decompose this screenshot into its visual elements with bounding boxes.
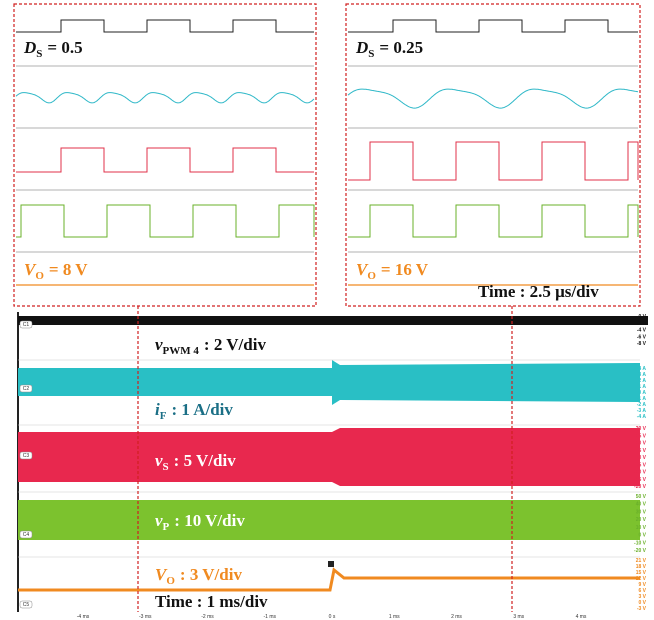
timebase-label: Time : 2.5 μs/div bbox=[478, 282, 599, 301]
label-value: : 10 V/div bbox=[174, 511, 245, 530]
time-tick-label: -4 ms bbox=[77, 614, 90, 620]
channel-scale-label: -20 V bbox=[634, 484, 647, 490]
vs-trace bbox=[348, 142, 638, 180]
background-layer bbox=[14, 4, 648, 612]
channel-scale-label: -4 V bbox=[637, 328, 647, 334]
vo-label: VO= 8 V bbox=[24, 260, 88, 282]
time-tick-label: 0 s bbox=[329, 614, 336, 620]
label-subscript: O bbox=[166, 575, 175, 587]
label-subscript: S bbox=[36, 48, 42, 60]
c3-band bbox=[18, 428, 640, 486]
label-value: : 3 V/div bbox=[180, 565, 243, 584]
label-subscript: O bbox=[367, 270, 376, 282]
label-subscript: PWM 4 bbox=[163, 345, 200, 357]
channel-scale-label: -10 V bbox=[634, 540, 647, 546]
channel-label: iF: 1 A/div bbox=[155, 400, 233, 422]
c1-band bbox=[18, 316, 648, 325]
label-subscript: S bbox=[368, 48, 374, 60]
channel-scale-label: 15 V bbox=[636, 433, 647, 439]
duty-label: DS = 0.5 bbox=[23, 38, 83, 60]
channel-scale-label: -6 V bbox=[637, 334, 647, 340]
channel-label: vPWM 4: 2 V/div bbox=[155, 335, 266, 357]
channel-scale-label: 0 V bbox=[638, 455, 646, 461]
vp-trace bbox=[348, 205, 638, 237]
channel-scale-label: -5 V bbox=[637, 462, 647, 468]
time-tick-label: 4 ms bbox=[576, 614, 587, 620]
vs-trace bbox=[16, 148, 314, 172]
time-tick-label: -1 ms bbox=[264, 614, 277, 620]
pwm-trace bbox=[348, 20, 638, 32]
label-symbol: D bbox=[23, 38, 36, 57]
current-trace bbox=[16, 93, 314, 103]
pwm-trace bbox=[16, 20, 314, 32]
channel-label: VO: 3 V/div bbox=[155, 565, 242, 587]
time-tick-label: 2 ms bbox=[451, 614, 462, 620]
channel-scale-label: 10 V bbox=[636, 441, 647, 447]
label-value: = 0.25 bbox=[379, 38, 423, 57]
time-tick-label: -2 ms bbox=[201, 614, 214, 620]
vp-trace bbox=[16, 205, 314, 237]
time-tick-label: 1 ms bbox=[389, 614, 400, 620]
channel-scale-label: -3 V bbox=[637, 606, 647, 612]
figure: DS= 0.5VO= 8 VDS= 0.25VO= 16 VTime : 2.5… bbox=[0, 0, 654, 620]
label-subscript: S bbox=[163, 461, 169, 473]
channel-scale-label: -20 V bbox=[634, 548, 647, 554]
c4-band bbox=[18, 500, 640, 540]
duty-label: DS = 0.25 bbox=[355, 38, 423, 60]
vo-label: VO= 16 V bbox=[356, 260, 429, 282]
c2-band bbox=[18, 360, 640, 405]
label-subscript: O bbox=[35, 270, 44, 282]
channel-scale-label: 50 V bbox=[636, 494, 647, 500]
channel-scale-label: 20 V bbox=[636, 426, 647, 432]
label-value: = 16 V bbox=[381, 260, 429, 279]
label-symbol: D bbox=[355, 38, 368, 57]
channel-scale-label: -10 V bbox=[634, 470, 647, 476]
label-value: = 8 V bbox=[49, 260, 88, 279]
channel-tag: C1 bbox=[23, 322, 30, 328]
channel-scale-label: 5 V bbox=[638, 448, 646, 454]
trigger-marker bbox=[328, 561, 334, 567]
label-subscript: P bbox=[163, 521, 170, 533]
channel-scale-label: -15 V bbox=[634, 477, 647, 483]
channel-scale-label: 40 V bbox=[636, 502, 647, 508]
channel-scale-label: -8 V bbox=[637, 341, 647, 347]
channel-scale-label: 10 V bbox=[636, 525, 647, 531]
label-value: : 2 V/div bbox=[204, 335, 267, 354]
channel-scale-label: -2 V bbox=[637, 321, 647, 327]
label-value: = 0.5 bbox=[47, 38, 82, 57]
channel-tag: C3 bbox=[23, 453, 30, 459]
c5-trace bbox=[18, 570, 640, 590]
label-value: : 5 V/div bbox=[174, 451, 237, 470]
scope-timebase: Time : 1 ms/div bbox=[155, 592, 268, 611]
label-subscript: F bbox=[160, 410, 167, 422]
label-value: : 1 A/div bbox=[171, 400, 233, 419]
channel-tag: C2 bbox=[23, 386, 30, 392]
current-trace bbox=[348, 89, 638, 108]
channel-scale-label: -4 A bbox=[637, 414, 647, 420]
time-tick-label: -3 ms bbox=[139, 614, 152, 620]
channel-scale-label: 0 V bbox=[638, 314, 646, 320]
channel-scale-label: 20 V bbox=[636, 517, 647, 523]
time-tick-label: 3 ms bbox=[513, 614, 524, 620]
channel-tag: C5 bbox=[23, 602, 30, 608]
channel-tag: C4 bbox=[23, 532, 30, 538]
channel-scale-label: 30 V bbox=[636, 509, 647, 515]
channel-scale-label: 0 V bbox=[638, 533, 646, 539]
